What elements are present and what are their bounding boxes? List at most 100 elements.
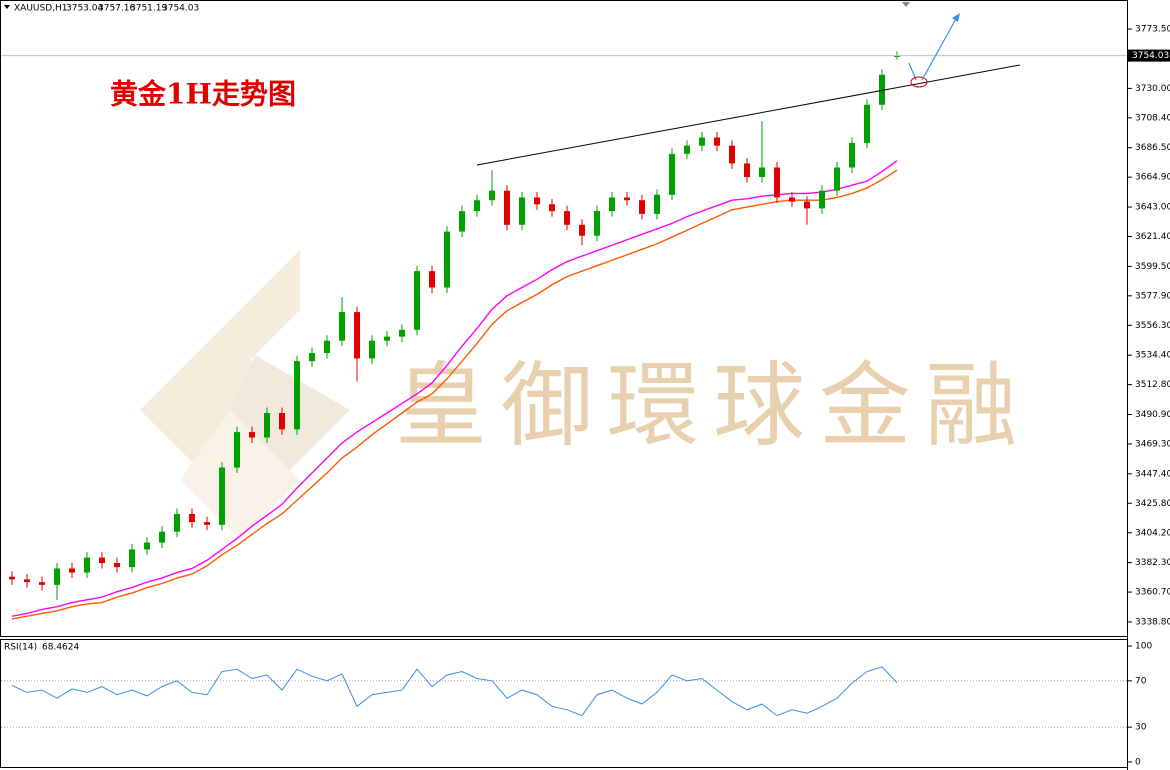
arrow-down [908,62,917,81]
watermark: 皇御環球金融 [395,352,1031,459]
candle-body [69,568,75,573]
rsi-line [11,666,898,717]
y-tick-label: 0 [1135,757,1141,767]
y-tick-label: 3360.70 [1135,588,1170,598]
candle-body [654,194,660,214]
candle-body [894,55,900,57]
candle-body [444,231,450,288]
candle-body [234,432,240,468]
candle-body [699,137,705,146]
candle-body [204,522,210,525]
y-tick-label: 3599.50 [1135,262,1170,272]
candle-body [534,197,540,205]
symbol: XAUUSD,H1 [14,4,68,14]
candle-body [849,142,855,168]
candle-body [669,153,675,195]
candle-body [819,190,825,209]
y-tick-label: 3382.30 [1135,558,1170,568]
candle-body [624,197,630,201]
candle-body [804,201,810,209]
y-tick-label: 70 [1135,676,1147,686]
header-icon [4,5,10,9]
candle-body [324,340,330,353]
y-tick-label: 100 [1135,642,1152,652]
candle-body [729,145,735,164]
y-tick-label: 30 [1135,723,1147,733]
candle-body [519,197,525,225]
candle-body [549,204,555,212]
y-tick-label: 3708.40 [1135,113,1170,123]
candle-body [414,271,420,330]
candle-body [24,579,30,583]
candle-body [639,200,645,214]
candle-body [309,352,315,362]
ohlc-close: 3754.03 [162,4,199,14]
candle-body [129,549,135,568]
candle-body [789,197,795,202]
y-tick-label: 3686.50 [1135,143,1170,153]
candle-body [579,224,585,236]
candle-body [9,576,15,580]
price-label: 3754.03 [1132,51,1169,61]
candle-body [279,412,285,430]
watermark-logo [140,250,350,540]
y-tick-label: 3556.30 [1135,321,1170,331]
y-tick-label: 3643.00 [1135,203,1170,213]
y-tick-label: 3512.80 [1135,380,1170,390]
y-tick-label: 3773.50 [1135,25,1170,35]
candle-body [354,312,360,359]
candle-body [54,568,60,585]
arrow-head [952,13,960,22]
y-tick-label: 3577.90 [1135,291,1170,301]
candle-body [594,211,600,236]
candle-body [459,211,465,232]
candle-body [744,163,750,178]
candle-body [399,329,405,337]
candle-body [219,467,225,525]
y-tick-label: 3534.40 [1135,351,1170,361]
candle-body [39,582,45,585]
trend-line [476,64,1021,166]
y-tick-label: 3730.00 [1135,84,1170,94]
candle-body [429,271,435,288]
candle-body [714,137,720,146]
moving-average [11,169,898,620]
plot: 3773.50 3730.00 3708.40 3686.50 3664.90 3643.… [1,25,1170,767]
candle-body [489,190,495,201]
candle-body [249,432,255,438]
candle-body [264,412,270,438]
y-tick-label: 3621.40 [1135,232,1170,242]
chart-title: 黄金1H走势图 [110,78,296,111]
candle-body [114,563,120,568]
arrow-up [921,16,958,81]
candle-body [189,513,195,523]
candle-body [294,361,300,430]
candle-body [774,167,780,198]
candle-body [159,531,165,543]
candle-body [99,557,105,564]
candle-body [834,167,840,191]
ohlc-low: 3751.19 [130,4,167,14]
moving-average [11,160,898,617]
candle-body [369,340,375,359]
y-tick-label: 3425.80 [1135,499,1170,509]
y-tick-label: 3447.40 [1135,469,1170,479]
y-tick-label: 3404.20 [1135,528,1170,538]
candle-body [879,74,885,105]
price-label-box [1128,49,1170,62]
rsi-current: 68.4624 [42,643,79,653]
candle-body [174,513,180,532]
candle-body [504,190,510,225]
candle-body [474,200,480,212]
candle-body [564,211,570,225]
candle-body [339,312,345,341]
candle-body [144,542,150,550]
y-tick-label: 3469.30 [1135,439,1170,449]
candle-body [609,197,615,212]
y-tick-label: 3664.90 [1135,173,1170,183]
ohlc-high: 3757.16 [98,4,135,14]
candle-body [384,336,390,341]
